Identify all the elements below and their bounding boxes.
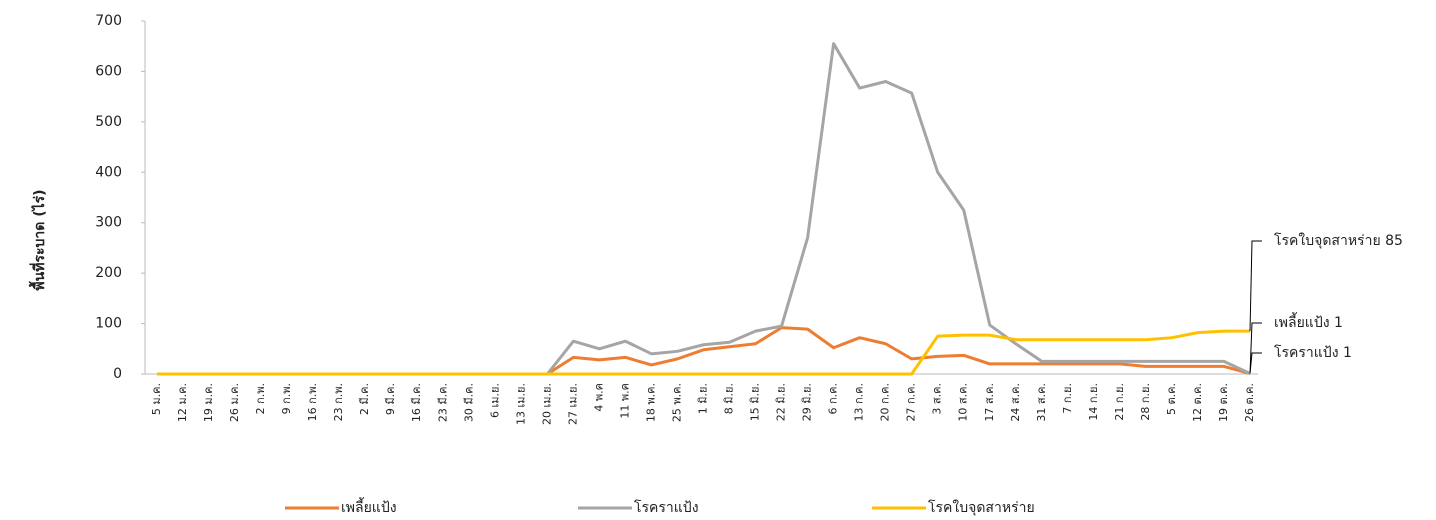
x-tick-label: 26 ม.ค. bbox=[228, 383, 241, 422]
x-tick-label: 27 ก.ค. bbox=[905, 383, 918, 422]
x-tick-label: 2 ก.พ. bbox=[254, 383, 267, 414]
x-tick-label: 19 ต.ค. bbox=[1217, 383, 1230, 422]
series-line bbox=[157, 42, 1251, 376]
x-tick-label: 12 ม.ค. bbox=[176, 383, 189, 422]
leader-line bbox=[1249, 352, 1262, 374]
x-tick-label: 24 ส.ค. bbox=[1009, 383, 1022, 422]
x-tick-label: 28 ก.ย. bbox=[1139, 383, 1152, 421]
y-tick-label: 400 bbox=[95, 164, 122, 180]
y-tick-label: 300 bbox=[95, 215, 122, 231]
y-tick-label: 700 bbox=[95, 13, 122, 29]
x-tick-label: 8 มิ.ย. bbox=[723, 383, 736, 414]
leader-line bbox=[1249, 322, 1262, 374]
end-label: โรคราแป้ง 1 bbox=[1274, 344, 1352, 361]
x-tick-label: 10 ส.ค. bbox=[957, 383, 970, 422]
legend-label: โรคราแป้ง bbox=[634, 499, 699, 516]
x-tick-label: 2 มี.ค. bbox=[358, 383, 371, 415]
x-tick-label: 13 เม.ย. bbox=[514, 383, 527, 425]
x-tick-label: 7 ก.ย. bbox=[1061, 383, 1074, 414]
x-tick-label: 9 ก.พ. bbox=[280, 383, 293, 414]
y-tick-label: 100 bbox=[95, 316, 122, 332]
end-label: โรคใบจุดสาหร่าย 85 bbox=[1274, 232, 1403, 249]
x-tick-label: 23 มี.ค. bbox=[436, 383, 449, 422]
x-tick-label: 17 ส.ค. bbox=[983, 383, 996, 422]
x-tick-label: 25 พ.ค. bbox=[670, 383, 683, 422]
x-tick-label: 14 ก.ย. bbox=[1087, 383, 1100, 421]
y-axis-label: พื้นที่ระบาด (ไร่) bbox=[28, 189, 48, 290]
x-tick-label: 20 เม.ย. bbox=[540, 383, 553, 425]
end-label: เพลี้ยแป้ง 1 bbox=[1274, 312, 1343, 331]
x-tick-label: 13 ก.ค. bbox=[853, 383, 866, 422]
x-tick-label: 29 มิ.ย. bbox=[801, 383, 814, 421]
leader-line bbox=[1249, 240, 1262, 332]
x-tick-label: 30 มี.ค. bbox=[462, 383, 475, 422]
x-tick-label: 16 มี.ค. bbox=[410, 383, 423, 422]
x-tick-label: 16 ก.พ. bbox=[306, 383, 319, 421]
y-tick-label: 200 bbox=[95, 265, 122, 281]
x-tick-label: 26 ต.ค. bbox=[1243, 383, 1256, 422]
x-tick-label: 9 มี.ค. bbox=[384, 383, 397, 415]
x-tick-label: 6 ก.ค. bbox=[827, 383, 840, 415]
x-tick-label: 11 พ.ค bbox=[618, 383, 631, 419]
x-tick-label: 22 มิ.ย. bbox=[775, 383, 788, 421]
y-tick-label: 0 bbox=[113, 366, 122, 382]
y-tick-label: 500 bbox=[95, 114, 122, 130]
x-tick-label: 3 ส.ค. bbox=[931, 383, 944, 415]
y-tick-label: 600 bbox=[95, 63, 122, 79]
x-tick-label: 1 มิ.ย. bbox=[697, 383, 710, 414]
series-line bbox=[157, 326, 1251, 376]
x-tick-label: 23 ก.พ. bbox=[332, 383, 345, 421]
legend-label: โรคใบจุดสาหร่าย bbox=[928, 499, 1035, 516]
x-tick-label: 4 พ.ค bbox=[592, 383, 605, 412]
series-line bbox=[157, 329, 1250, 376]
x-tick-label: 18 พ.ค. bbox=[644, 383, 657, 422]
x-tick-label: 20 ก.ค. bbox=[879, 383, 892, 422]
x-tick-label: 27 เม.ย. bbox=[566, 383, 579, 425]
x-tick-label: 19 ม.ค. bbox=[202, 383, 215, 422]
x-tick-label: 5 ต.ค. bbox=[1165, 383, 1178, 415]
x-tick-label: 5 ม.ค. bbox=[150, 383, 163, 415]
x-tick-label: 21 ก.ย. bbox=[1113, 383, 1126, 421]
x-tick-label: 12 ต.ค. bbox=[1191, 383, 1204, 422]
legend-label: เพลี้ยแป้ง bbox=[341, 497, 397, 516]
x-tick-label: 15 มิ.ย. bbox=[749, 383, 762, 421]
x-tick-label: 6 เม.ย. bbox=[488, 383, 501, 418]
x-tick-label: 31 ส.ค. bbox=[1035, 383, 1048, 422]
